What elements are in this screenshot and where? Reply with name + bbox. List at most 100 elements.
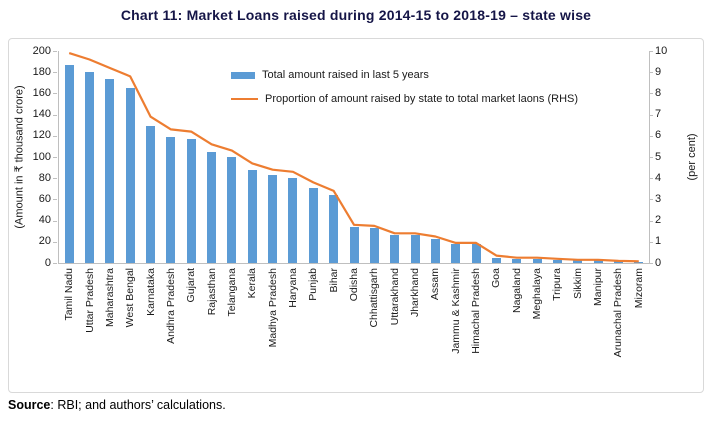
bar-rajasthan bbox=[207, 151, 217, 263]
bar-arunachal-pradesh bbox=[613, 261, 623, 263]
x-axis-label: Uttar Pradesh bbox=[83, 268, 96, 333]
legend-item-line: Proportion of amount raised by state to … bbox=[231, 87, 578, 111]
tick-mark bbox=[53, 178, 57, 180]
bar-telangana bbox=[227, 157, 237, 263]
y-axis-tick-left: 100 bbox=[32, 150, 51, 163]
bar-meghalaya bbox=[532, 259, 542, 263]
y-axis-tick-left: 180 bbox=[32, 65, 51, 78]
bar-jammu-kashmir bbox=[451, 243, 461, 263]
y-axis-tick-left: 40 bbox=[38, 214, 51, 227]
bar-nagaland bbox=[512, 259, 522, 263]
x-axis-label: Chhattisgarh bbox=[368, 268, 381, 328]
tick-mark bbox=[649, 51, 653, 52]
source-note: Source: RBI; and authors’ calculations. bbox=[8, 398, 226, 412]
legend-label-line: Proportion of amount raised by state to … bbox=[265, 93, 579, 105]
y-axis-tick-right: 1 bbox=[655, 235, 662, 248]
x-axis-label: Nagaland bbox=[510, 268, 523, 313]
bar-tripura bbox=[552, 259, 562, 263]
tick-mark bbox=[53, 135, 57, 137]
bar-goa bbox=[491, 257, 501, 263]
tick-mark bbox=[53, 241, 57, 243]
x-axis-label: Goa bbox=[490, 268, 503, 288]
y-axis-tick-right: 7 bbox=[655, 108, 662, 121]
bar-kerala bbox=[247, 169, 257, 263]
bar-punjab bbox=[308, 187, 318, 263]
proportion-line-layer bbox=[68, 52, 639, 263]
tick-mark bbox=[649, 114, 653, 116]
y-axis-tick-right: 0 bbox=[655, 256, 662, 269]
bar-west-bengal bbox=[125, 88, 135, 263]
source-label: Source bbox=[8, 398, 51, 412]
tick-mark bbox=[53, 72, 57, 74]
source-text: : RBI; and authors’ calculations. bbox=[50, 398, 226, 412]
y-axis-tick-right: 4 bbox=[655, 171, 662, 184]
y-axis-tick-left: 20 bbox=[38, 235, 51, 248]
y-axis-tick-right: 9 bbox=[655, 65, 662, 78]
x-axis-label: Manipur bbox=[592, 268, 605, 306]
x-axis-label: Odisha bbox=[348, 268, 360, 302]
x-axis-label: Punjab bbox=[307, 268, 320, 301]
proportion-line bbox=[68, 52, 639, 263]
line-swatch-icon bbox=[231, 98, 258, 100]
x-axis-label: Andhra Pradesh bbox=[164, 268, 177, 344]
x-axis-label: Jammu & Kashmir bbox=[449, 268, 462, 354]
tick-mark bbox=[53, 93, 57, 95]
bar-swatch-icon bbox=[231, 71, 255, 79]
bar-assam bbox=[430, 238, 440, 263]
tick-mark bbox=[649, 135, 653, 137]
tick-mark bbox=[649, 199, 653, 201]
y-axis-tick-right: 2 bbox=[655, 214, 662, 227]
chart-title: Chart 11: Market Loans raised during 201… bbox=[120, 7, 592, 23]
x-axis-label: Bihar bbox=[327, 268, 340, 293]
y-axis-tick-right: 3 bbox=[655, 192, 662, 205]
x-axis-label: Sikkim bbox=[571, 268, 584, 299]
bar-chhattisgarh bbox=[369, 228, 379, 263]
y-axis-tick-right: 10 bbox=[655, 44, 668, 57]
y-axis-tick-left: 0 bbox=[44, 256, 51, 269]
y-axis-tick-left: 60 bbox=[38, 192, 51, 205]
x-axis-label: Tripura bbox=[551, 268, 564, 301]
x-axis-label: Haryana bbox=[286, 268, 299, 308]
tick-mark bbox=[649, 220, 653, 222]
tick-mark bbox=[53, 51, 57, 52]
bar-karnataka bbox=[146, 126, 156, 263]
chart-frame: (Amount in ₹ thousand crore) (per cent) … bbox=[8, 38, 704, 393]
y-axis-tick-left: 120 bbox=[32, 129, 51, 142]
bar-madhya-pradesh bbox=[268, 175, 278, 263]
bar-himachal-pradesh bbox=[471, 243, 481, 263]
bar-gujarat bbox=[186, 138, 196, 263]
x-axis-label: Jharkhand bbox=[409, 268, 422, 318]
y-axis-tick-right: 8 bbox=[655, 86, 662, 99]
y-axis-tick-left: 160 bbox=[32, 86, 51, 99]
tick-mark bbox=[649, 241, 653, 243]
tick-mark bbox=[53, 263, 57, 264]
bar-maharashtra bbox=[105, 78, 115, 263]
right-axis-title: (per cent) bbox=[686, 133, 698, 181]
tick-mark bbox=[53, 199, 57, 201]
bar-tamil-nadu bbox=[64, 64, 74, 263]
bar-uttarakhand bbox=[390, 235, 400, 263]
x-axis-label: Kerala bbox=[246, 268, 259, 299]
x-axis-label: Maharashtra bbox=[103, 268, 116, 327]
tick-mark bbox=[649, 178, 653, 180]
x-axis-label: Meghalaya bbox=[531, 268, 544, 320]
tick-mark bbox=[53, 157, 57, 158]
x-axis-label: Tamil Nadu bbox=[63, 268, 76, 321]
x-axis-label: Telangana bbox=[225, 268, 238, 317]
bar-jharkhand bbox=[410, 235, 420, 263]
x-axis-label: West Bengal bbox=[124, 268, 137, 328]
bar-sikkim bbox=[573, 260, 583, 263]
x-axis-label: Assam bbox=[429, 268, 442, 301]
tick-mark bbox=[649, 93, 653, 95]
y-axis-tick-right: 5 bbox=[655, 150, 662, 163]
x-axis-label: Arunachal Pradesh bbox=[612, 268, 625, 358]
bar-manipur bbox=[593, 260, 603, 263]
legend-label-bars: Total amount raised in last 5 years bbox=[262, 69, 429, 81]
x-axis-label: Madhya Pradesh bbox=[266, 268, 279, 348]
bar-odisha bbox=[349, 226, 359, 263]
y-axis-tick-right: 6 bbox=[655, 129, 662, 142]
y-axis-tick-left: 140 bbox=[32, 108, 51, 121]
x-axis-label: Karnataka bbox=[144, 268, 157, 316]
bar-bihar bbox=[329, 195, 339, 263]
